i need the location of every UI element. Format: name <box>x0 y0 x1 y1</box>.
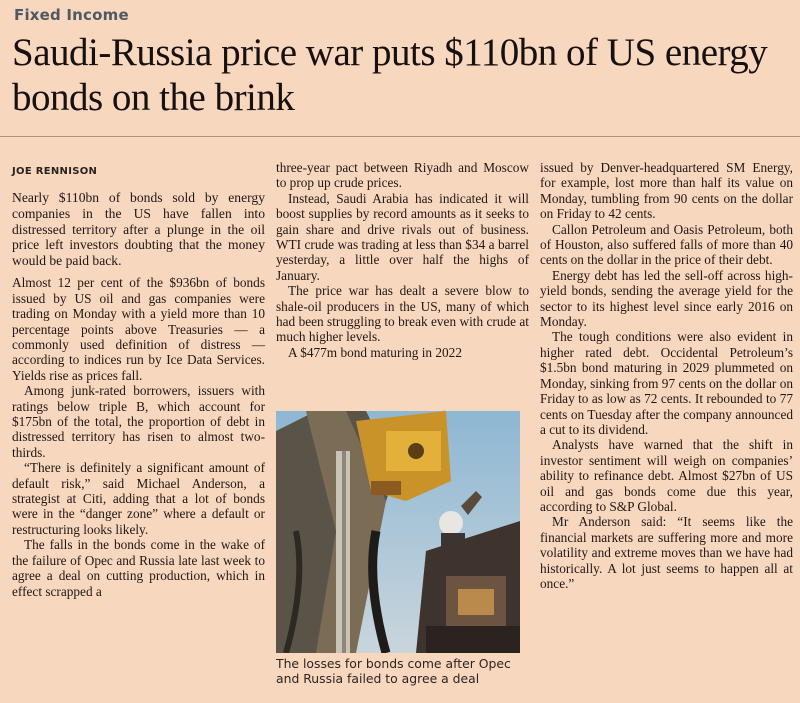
section-label: Fixed Income <box>14 6 129 24</box>
paragraph: issued by Denver-headquartered SM Energy… <box>540 160 793 222</box>
paragraph: Energy debt has led the sell-off across … <box>540 267 793 330</box>
paragraph: Mr Anderson said: “It seems like the fin… <box>540 514 793 591</box>
article-column-2: three-year pact between Riyadh and Mosco… <box>276 160 529 360</box>
paragraph: The price war has dealt a severe blow to… <box>276 283 529 345</box>
paragraph: Analysts have warned that the shift in i… <box>540 437 793 514</box>
paragraph: Among junk-rated borrowers, issuers with… <box>12 383 265 460</box>
oil-rig-photo-illustration <box>276 411 520 653</box>
paragraph: “There is definitely a significant amoun… <box>12 460 265 537</box>
header-rule <box>0 136 800 137</box>
article-column-3: issued by Denver-headquartered SM Energy… <box>540 160 793 591</box>
byline: JOE RENNISON <box>12 166 98 177</box>
photo-caption: The losses for bonds come after Opec and… <box>276 656 511 686</box>
paragraph: A $477m bond maturing in 2022 <box>288 344 462 360</box>
oil-rig-photo <box>276 411 520 653</box>
paragraph: Callon Petroleum and Oasis Petroleum, bo… <box>540 221 793 268</box>
paragraph: three-year pact between Riyadh and Mosco… <box>276 160 529 191</box>
paragraph: The falls in the bonds come in the wake … <box>12 537 265 599</box>
paragraph: Nearly $110bn of bonds sold by energy co… <box>12 190 265 268</box>
paragraph: Almost 12 per cent of the $936bn of bond… <box>12 275 265 383</box>
paragraph: The tough conditions were also evident i… <box>540 329 793 437</box>
headline: Saudi-Russia price war puts $110bn of US… <box>12 31 768 119</box>
article-column-1: JOE RENNISON Nearly $110bn of bonds sold… <box>12 164 265 599</box>
paragraph: Instead, Saudi Arabia has indicated it w… <box>276 190 529 283</box>
